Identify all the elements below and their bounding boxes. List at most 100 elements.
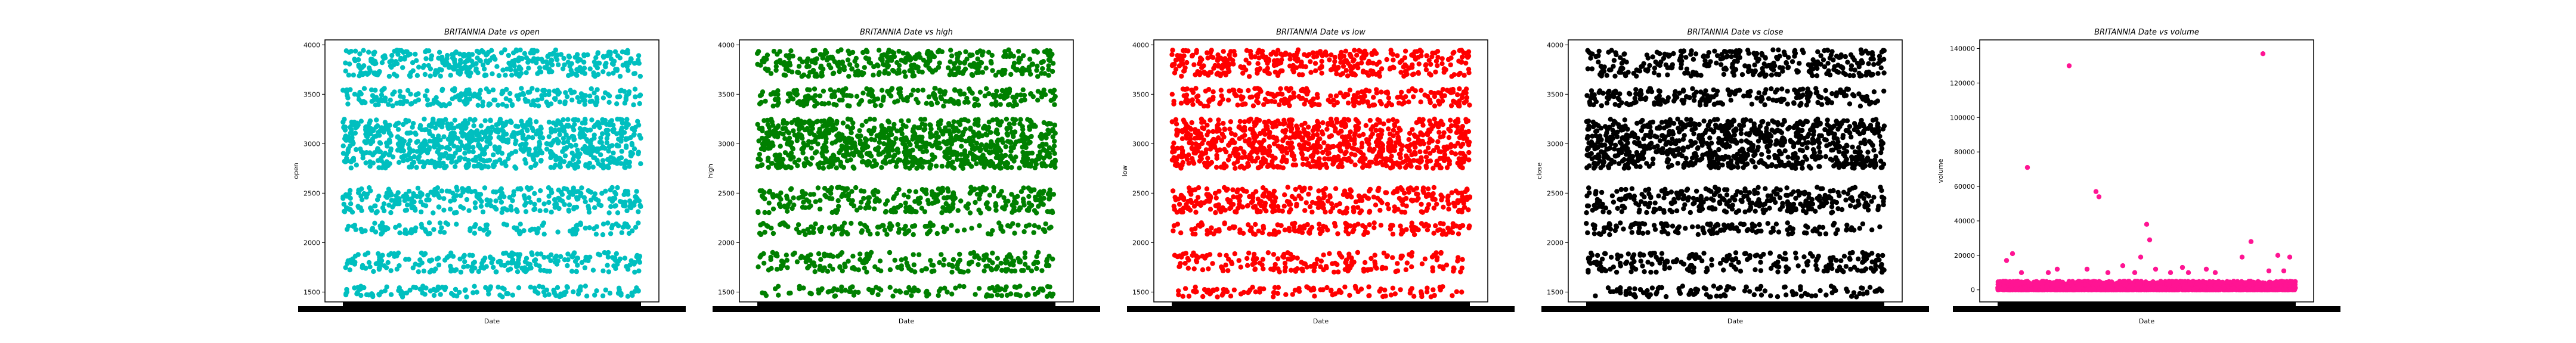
data-point (766, 267, 772, 273)
data-point (394, 73, 400, 79)
data-point (520, 91, 526, 96)
data-point (431, 210, 436, 216)
data-point (782, 73, 788, 78)
data-point (503, 163, 509, 169)
data-point (829, 210, 835, 215)
x-tick-marks (343, 302, 641, 306)
data-point (431, 227, 436, 232)
data-point (438, 103, 444, 108)
data-point (555, 229, 561, 235)
data-point (895, 98, 900, 104)
data-point (377, 257, 382, 262)
data-point (396, 120, 401, 126)
data-point (896, 48, 902, 54)
data-point (818, 198, 823, 203)
data-point (570, 162, 575, 168)
data-point (1332, 59, 1337, 64)
data-point (1003, 144, 1008, 149)
data-point (976, 286, 982, 291)
data-point (631, 146, 637, 152)
data-point (406, 189, 412, 194)
data-point (386, 130, 392, 136)
data-point (441, 196, 447, 201)
data-point (983, 86, 989, 92)
data-point (485, 126, 491, 131)
data-point (809, 123, 814, 129)
data-point (507, 98, 513, 103)
data-point (367, 264, 373, 270)
data-point (373, 71, 379, 77)
data-point (1018, 205, 1023, 211)
data-point (830, 123, 835, 129)
x-axis-label: Date (484, 317, 500, 325)
data-point (945, 65, 951, 71)
data-point (863, 224, 869, 230)
data-point (787, 63, 793, 68)
data-point (845, 124, 850, 129)
data-point (548, 258, 553, 263)
data-point (846, 74, 852, 79)
data-point (840, 120, 846, 126)
data-point (414, 164, 419, 170)
data-point (1449, 190, 1454, 195)
data-point (626, 68, 631, 73)
data-point (370, 60, 376, 66)
data-point (404, 202, 410, 208)
data-point (840, 97, 845, 103)
data-point (340, 143, 346, 149)
data-point (826, 62, 832, 68)
data-point (990, 250, 995, 256)
data-point (1045, 127, 1051, 133)
data-point (503, 96, 509, 101)
data-point (839, 144, 845, 149)
data-point (482, 158, 487, 164)
data-point (850, 254, 856, 259)
data-point (913, 56, 918, 61)
data-point (347, 138, 353, 144)
data-point (607, 196, 612, 202)
data-point (765, 141, 770, 146)
data-point (1031, 261, 1036, 267)
data-point (626, 91, 631, 96)
data-point (554, 259, 559, 264)
data-point (507, 91, 513, 96)
data-point (822, 119, 828, 124)
data-point (906, 118, 911, 123)
data-point (979, 189, 984, 195)
data-point (550, 120, 556, 126)
data-point (907, 68, 912, 73)
data-point (592, 292, 597, 298)
data-point (826, 225, 832, 230)
data-point (805, 56, 811, 61)
data-point (858, 99, 863, 104)
data-point (608, 204, 614, 210)
data-point (572, 55, 578, 60)
data-point (373, 88, 378, 93)
data-point (414, 139, 419, 145)
data-point (425, 102, 431, 108)
data-point (592, 90, 597, 96)
data-point (912, 124, 917, 130)
data-point (914, 166, 919, 171)
data-point (614, 101, 620, 107)
data-point (503, 250, 509, 256)
data-point (450, 191, 456, 196)
data-point (594, 288, 599, 294)
data-point (596, 202, 602, 207)
data-point (775, 283, 781, 289)
data-point (970, 52, 975, 58)
data-point (950, 197, 956, 202)
data-point (472, 283, 477, 289)
data-point (382, 288, 388, 294)
data-point (420, 141, 426, 146)
data-point (457, 289, 462, 295)
data-point (860, 91, 866, 96)
data-point (439, 88, 445, 93)
data-point (509, 73, 515, 78)
data-point (587, 99, 593, 104)
data-point (609, 223, 615, 228)
data-point (621, 89, 627, 94)
data-point (823, 127, 829, 133)
data-point (907, 166, 912, 171)
data-point (974, 49, 980, 55)
